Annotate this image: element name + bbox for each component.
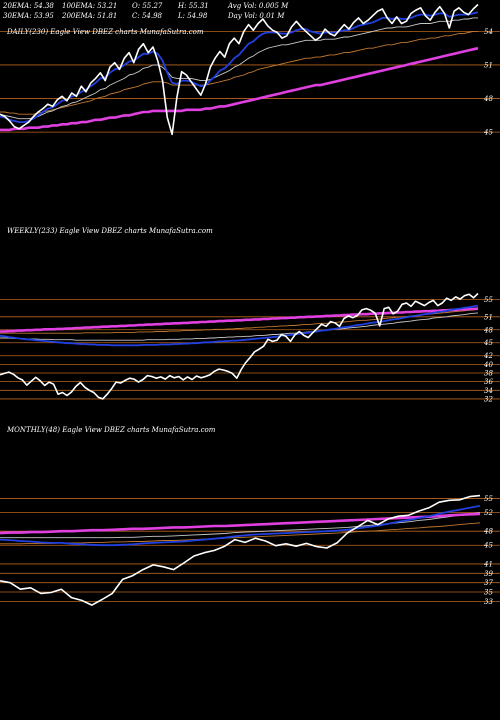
- weekly-tick-label: 38: [484, 370, 493, 378]
- daily-ema-mid-line: [0, 17, 478, 120]
- daily-chart-title: DAILY(230) Eagle View DBEZ charts Munafa…: [6, 28, 204, 36]
- daily-price-line: [0, 3, 479, 136]
- daily-tick-label: 54: [484, 28, 493, 36]
- weekly-tick-label: 42: [483, 352, 493, 360]
- weekly-tick-label: 51: [484, 313, 493, 321]
- weekly-tick-label: 40: [483, 361, 493, 369]
- daily-tick-label: 51: [484, 61, 493, 69]
- monthly-tick-label: 35: [484, 589, 493, 597]
- stat-low: L: 54.98: [177, 12, 208, 20]
- stat-high: H: 55.31: [177, 2, 209, 10]
- monthly-ema-mid-line: [0, 512, 481, 539]
- weekly-ema-long-line: [0, 309, 479, 334]
- monthly-tick-label: 55: [484, 495, 493, 503]
- stat-avg-vol: Avg Vol: 0.005 M: [227, 2, 289, 10]
- monthly-price-line: [0, 494, 481, 606]
- weekly-price-line: [0, 292, 479, 400]
- monthly-tick-label: 37: [484, 579, 493, 587]
- stat-day-vol: Day Vol: 0.01 M: [227, 12, 285, 20]
- stat-ema200: 200EMA: 51.81: [61, 12, 117, 20]
- daily-tick-label: 45: [483, 129, 493, 137]
- monthly-tick-label: 52: [484, 509, 493, 517]
- weekly-tick-label: 36: [484, 378, 493, 386]
- stat-ema100: 100EMA: 53.21: [62, 2, 117, 10]
- weekly-chart-title: WEEKLY(233) Eagle View DBEZ charts Munaf…: [7, 227, 213, 235]
- weekly-ema-200-line: [0, 307, 479, 333]
- stat-close: C: 54.98: [132, 12, 163, 20]
- daily-ema-long-line: [0, 30, 478, 115]
- daily-tick-label: 48: [483, 95, 493, 103]
- weekly-tick-label: 55: [484, 296, 493, 304]
- monthly-tick-label: 41: [483, 560, 493, 568]
- stat-ema20: 20EMA: 54.38: [2, 2, 54, 10]
- monthly-tick-label: 33: [484, 598, 493, 606]
- monthly-ema-long-line: [0, 522, 481, 545]
- monthly-ema-200-line: [0, 512, 481, 535]
- monthly-tick-label: 45: [483, 542, 493, 550]
- weekly-tick-label: 32: [484, 395, 493, 403]
- stat-ema30: 30EMA: 53.95: [3, 12, 54, 20]
- monthly-chart-title: MONTHLY(48) Eagle View DBEZ charts Munaf…: [6, 426, 216, 434]
- weekly-ema-mid-line: [0, 312, 479, 341]
- weekly-tick-label: 34: [484, 387, 493, 395]
- monthly-chart: MONTHLY(48) Eagle View DBEZ charts Munaf…: [0, 426, 500, 606]
- stat-open: O: 55.27: [132, 2, 163, 10]
- weekly-chart: WEEKLY(233) Eagle View DBEZ charts Munaf…: [0, 227, 500, 403]
- weekly-tick-label: 48: [483, 326, 493, 334]
- header-stats: 20EMA: 54.38 100EMA: 53.21 O: 55.27 H: 5…: [2, 2, 289, 20]
- weekly-tick-label: 45: [483, 339, 493, 347]
- daily-chart: DAILY(230) Eagle View DBEZ charts Munafa…: [0, 3, 500, 137]
- monthly-tick-label: 48: [483, 528, 493, 536]
- weekly-ema-short-line: [0, 304, 479, 347]
- daily-ema-200-line: [0, 46, 479, 132]
- monthly-tick-label: 39: [484, 570, 493, 578]
- monthly-ema-short-line: [0, 505, 481, 547]
